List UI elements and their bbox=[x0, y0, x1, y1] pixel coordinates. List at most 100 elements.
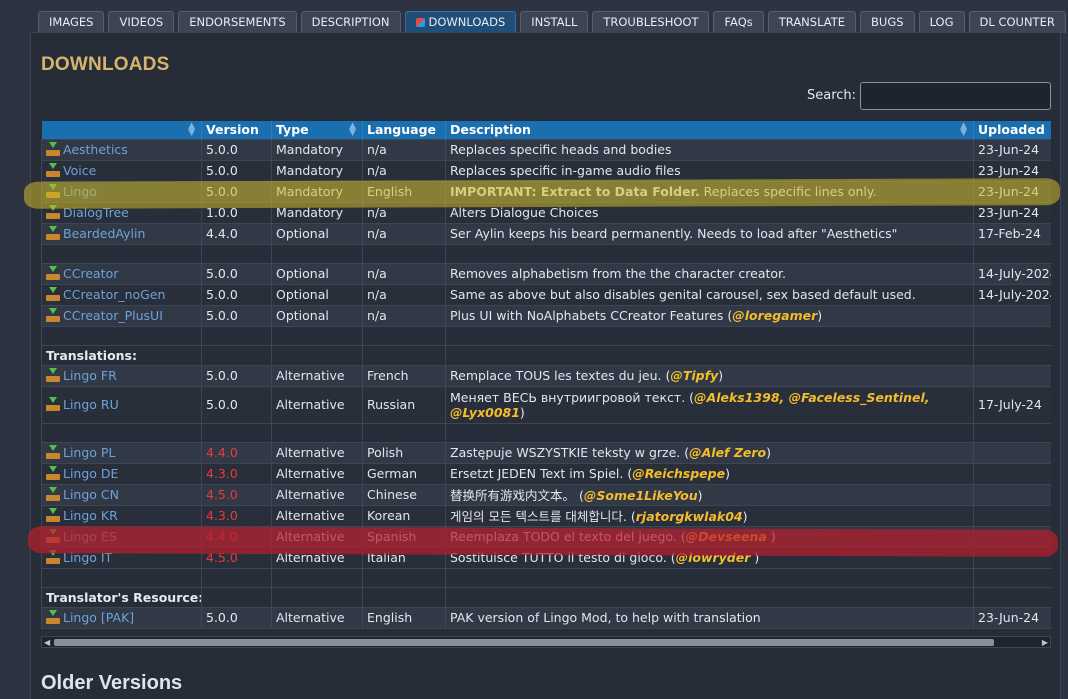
tab-translate[interactable]: TRANSLATE bbox=[767, 11, 857, 33]
mod-link[interactable]: Lingo DE bbox=[63, 466, 119, 481]
mod-link-wrap[interactable]: Lingo PL bbox=[46, 445, 197, 460]
download-icon[interactable] bbox=[46, 487, 60, 502]
download-icon[interactable] bbox=[46, 550, 60, 565]
download-icon[interactable] bbox=[46, 226, 60, 241]
scroll-right-icon[interactable]: ▶ bbox=[1041, 638, 1048, 647]
download-icon[interactable] bbox=[46, 529, 60, 544]
type-cell: Optional bbox=[271, 304, 363, 327]
mod-link[interactable]: Lingo CN bbox=[63, 487, 119, 502]
tab-label: DESCRIPTION bbox=[311, 15, 390, 29]
mod-link-wrap[interactable]: CCreator_PlusUI bbox=[46, 308, 197, 323]
tab-bugs[interactable]: BUGS bbox=[860, 11, 915, 33]
mod-link-wrap[interactable]: Lingo ES bbox=[46, 529, 197, 544]
download-icon[interactable] bbox=[46, 142, 60, 157]
tab-bar: IMAGES VIDEOS ENDORSEMENTS DESCRIPTION DOWNL… bbox=[38, 11, 1066, 33]
uploaded-cell: 23-Jun-24 bbox=[973, 138, 1051, 161]
mod-link[interactable]: Lingo RU bbox=[63, 397, 119, 412]
tab-downloads[interactable]: DOWNLOADS bbox=[404, 11, 517, 33]
mod-link[interactable]: Voice bbox=[63, 163, 97, 178]
mod-link-wrap[interactable]: DialogTree bbox=[46, 205, 197, 220]
download-icon[interactable] bbox=[46, 368, 60, 383]
column-header-version[interactable]: Version bbox=[201, 121, 272, 139]
mod-link[interactable]: Lingo ES bbox=[63, 529, 117, 544]
column-header-type[interactable]: Type ▲ ▼ bbox=[271, 121, 363, 139]
column-header-uploaded[interactable]: Uploaded bbox=[973, 121, 1051, 139]
download-icon[interactable] bbox=[46, 287, 60, 302]
mod-link-wrap[interactable]: Lingo bbox=[46, 184, 197, 199]
download-icon-tray bbox=[46, 316, 60, 322]
group-empty-cell bbox=[201, 586, 272, 608]
download-icon-arrow bbox=[49, 487, 57, 493]
download-icon[interactable] bbox=[46, 445, 60, 460]
tab-dl-counter[interactable]: DL COUNTER bbox=[968, 11, 1066, 33]
description-text: Меняет ВЕСЬ внутриигровой текст. ( bbox=[450, 389, 695, 405]
mod-link-wrap[interactable]: Lingo IT bbox=[46, 550, 197, 565]
tab-videos[interactable]: VIDEOS bbox=[108, 11, 175, 33]
description-cell: IMPORTANT: Extract to Data Folder. Repla… bbox=[445, 180, 974, 203]
type-cell: Alternative bbox=[271, 525, 363, 548]
mod-link-wrap[interactable]: CCreator bbox=[46, 266, 197, 281]
download-icon-arrow bbox=[49, 226, 57, 232]
horizontal-scrollbar[interactable]: ◀ ▶ bbox=[41, 636, 1051, 648]
download-icon[interactable] bbox=[46, 184, 60, 199]
mod-link[interactable]: Lingo PL bbox=[63, 445, 116, 460]
mod-link-wrap[interactable]: Lingo [PAK] bbox=[46, 610, 197, 625]
uploaded-value: 17-Feb-24 bbox=[978, 226, 1041, 241]
version-value: 5.0.0 bbox=[206, 397, 238, 412]
language-cell: n/a bbox=[362, 262, 446, 285]
type-value: Alternative bbox=[276, 368, 345, 383]
mod-link-wrap[interactable]: Voice bbox=[46, 163, 197, 178]
mod-link[interactable]: CCreator_noGen bbox=[63, 287, 166, 302]
section-title: DOWNLOADS bbox=[41, 54, 170, 75]
download-icon[interactable] bbox=[46, 205, 60, 220]
search-input[interactable] bbox=[860, 82, 1051, 110]
column-header-name[interactable]: ▲ ▼ bbox=[41, 121, 202, 139]
download-icon[interactable] bbox=[46, 466, 60, 481]
mod-link[interactable]: Aesthetics bbox=[63, 142, 128, 157]
download-icon[interactable] bbox=[46, 397, 60, 412]
download-icon[interactable] bbox=[46, 508, 60, 523]
mod-link-wrap[interactable]: Lingo KR bbox=[46, 508, 197, 523]
mod-link[interactable]: Lingo FR bbox=[63, 368, 117, 383]
translator-credit: @Tipfy bbox=[670, 368, 719, 383]
mod-link[interactable]: Lingo IT bbox=[63, 550, 113, 565]
tab-faqs[interactable]: FAQs bbox=[713, 11, 764, 33]
mod-link-wrap[interactable]: CCreator_noGen bbox=[46, 287, 197, 302]
tab-troubleshoot[interactable]: TROUBLESHOOT bbox=[592, 11, 710, 33]
translator-credit: @lowryder bbox=[675, 550, 751, 565]
column-header-language[interactable]: Language bbox=[362, 121, 446, 139]
version-value: 1.0.0 bbox=[206, 205, 238, 220]
mod-link-wrap[interactable]: Aesthetics bbox=[46, 142, 197, 157]
mod-link[interactable]: Lingo bbox=[63, 184, 97, 199]
tab-endorsements[interactable]: ENDORSEMENTS bbox=[178, 11, 297, 33]
download-icon-tray bbox=[46, 537, 60, 543]
download-icon-arrow bbox=[49, 368, 57, 374]
column-header-description[interactable]: Description ▲ ▼ bbox=[445, 121, 974, 139]
description-close: ) bbox=[742, 509, 748, 524]
download-icon[interactable] bbox=[46, 163, 60, 178]
mod-link-wrap[interactable]: BeardedAylin bbox=[46, 226, 197, 241]
mod-link-wrap[interactable]: Lingo CN bbox=[46, 487, 197, 502]
mod-link[interactable]: CCreator_PlusUI bbox=[63, 308, 163, 323]
mod-link-wrap[interactable]: Lingo FR bbox=[46, 368, 197, 383]
table-row: Lingo 5.0.0 Mandatory English IMPORTANT: Ext… bbox=[41, 180, 1051, 203]
tab-install[interactable]: INSTALL bbox=[520, 11, 589, 33]
mod-link[interactable]: BeardedAylin bbox=[63, 226, 146, 241]
tab-images[interactable]: IMAGES bbox=[38, 11, 105, 33]
mod-link-wrap[interactable]: Lingo RU bbox=[46, 397, 197, 412]
download-icon[interactable] bbox=[46, 266, 60, 281]
download-icon[interactable] bbox=[46, 308, 60, 323]
scroll-left-icon[interactable]: ◀ bbox=[44, 638, 51, 647]
tab-log[interactable]: LOG bbox=[918, 11, 965, 33]
type-value: Alternative bbox=[276, 397, 345, 412]
mod-link[interactable]: DialogTree bbox=[63, 205, 129, 220]
scrollbar-thumb[interactable] bbox=[54, 639, 994, 646]
download-icon[interactable] bbox=[46, 610, 60, 625]
mod-link-wrap[interactable]: Lingo DE bbox=[46, 466, 197, 481]
type-cell: Alternative bbox=[271, 385, 363, 424]
mod-link[interactable]: Lingo [PAK] bbox=[63, 610, 135, 625]
mod-link[interactable]: CCreator bbox=[63, 266, 119, 281]
mod-link[interactable]: Lingo KR bbox=[63, 508, 118, 523]
tab-description[interactable]: DESCRIPTION bbox=[300, 11, 401, 33]
type-value: Alternative bbox=[276, 610, 345, 625]
